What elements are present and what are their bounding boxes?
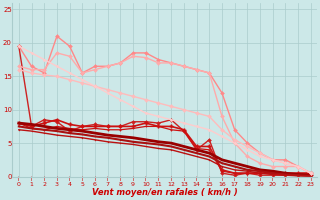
X-axis label: Vent moyen/en rafales ( km/h ): Vent moyen/en rafales ( km/h ) <box>92 188 238 197</box>
